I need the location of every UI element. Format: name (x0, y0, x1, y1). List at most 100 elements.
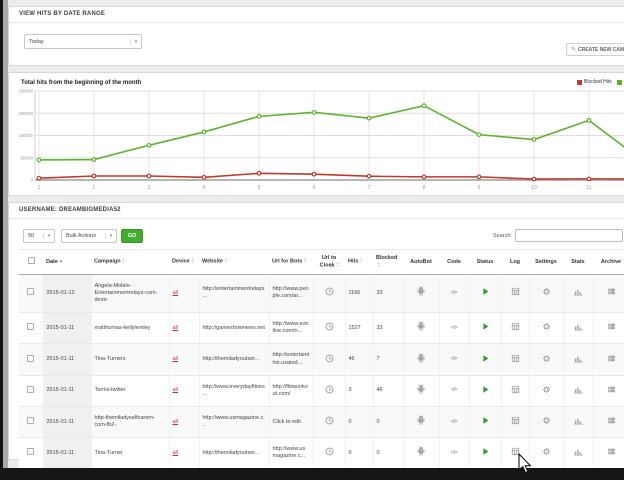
archive-icon[interactable] (607, 385, 616, 394)
cell-status (469, 437, 502, 470)
column-label: Url for Bots (272, 258, 303, 265)
row-checkbox[interactable] (27, 385, 35, 393)
col-header-url-to-cloak[interactable]: Url to Cloak ▴ ▾ (313, 249, 345, 275)
code-icon[interactable]: </> (450, 324, 458, 331)
archive-icon[interactable] (607, 416, 616, 425)
col-header-website[interactable]: Website ▴ ▾ (199, 249, 269, 275)
clock-icon[interactable] (325, 447, 334, 456)
android-icon[interactable] (416, 286, 426, 297)
sort-icon: ▴ ▾ (225, 257, 227, 265)
stats-icon[interactable] (573, 287, 584, 296)
code-icon[interactable]: </> (450, 289, 458, 296)
android-icon[interactable] (416, 352, 426, 364)
bulk-actions-select[interactable]: Bulk Actions ▾ (61, 229, 117, 243)
left-scrollbar[interactable] (3, 0, 8, 480)
column-label: Campaign (94, 258, 121, 265)
log-icon[interactable] (511, 385, 520, 394)
row-checkbox[interactable] (27, 417, 35, 425)
stats-icon[interactable] (573, 416, 584, 425)
device-link[interactable]: all (172, 289, 179, 296)
stats-icon[interactable] (573, 322, 584, 331)
stats-icon[interactable] (573, 354, 584, 363)
gear-icon[interactable] (542, 322, 551, 331)
stats-icon[interactable] (573, 447, 584, 456)
play-icon[interactable] (481, 416, 490, 425)
archive-icon[interactable] (607, 322, 616, 331)
device-link[interactable]: all (172, 324, 179, 331)
play-icon[interactable] (481, 385, 490, 394)
row-checkbox[interactable] (27, 354, 35, 362)
cell-settings (529, 406, 564, 439)
col-header-stats: Stats (563, 249, 593, 275)
cell-hits: 3 (345, 375, 374, 408)
col-header-url-for-bots[interactable]: Url for Bots ▴ ▾ (269, 249, 313, 275)
archive-icon[interactable] (607, 354, 616, 363)
archive-icon[interactable] (607, 287, 616, 296)
log-icon[interactable] (511, 354, 520, 363)
row-checkbox[interactable] (27, 448, 35, 456)
gear-icon[interactable] (542, 447, 551, 456)
cell-blocked: 7 (373, 343, 404, 376)
search-input[interactable] (515, 229, 623, 242)
svg-text:8: 8 (423, 185, 426, 191)
code-icon[interactable]: </> (450, 449, 458, 456)
row-checkbox[interactable] (27, 288, 35, 296)
mouse-cursor (518, 453, 532, 474)
cell-checkbox (19, 312, 44, 345)
row-checkbox[interactable] (27, 323, 35, 331)
device-link[interactable]: all (172, 449, 179, 456)
clock-icon[interactable] (325, 354, 334, 363)
date-range-select[interactable]: Today ▾ (24, 34, 142, 49)
play-icon[interactable] (481, 447, 490, 456)
code-icon[interactable]: </> (450, 418, 458, 425)
device-link[interactable]: all (172, 418, 179, 425)
android-icon[interactable] (416, 383, 426, 395)
log-icon[interactable] (511, 322, 520, 331)
play-icon[interactable] (481, 354, 490, 363)
device-link[interactable]: all (172, 356, 179, 363)
log-icon[interactable] (511, 287, 520, 296)
clock-icon[interactable] (325, 287, 334, 296)
select-all-checkbox[interactable] (27, 257, 35, 265)
android-icon[interactable] (416, 321, 426, 332)
gear-icon[interactable] (542, 385, 551, 394)
col-header-hits[interactable]: Hits ▴ ▾ (345, 249, 373, 275)
col-header-device[interactable]: Device ▴ ▾ (169, 249, 199, 275)
gear-icon[interactable] (542, 354, 551, 363)
android-icon[interactable] (416, 446, 426, 457)
cell-date: 2015-01-11 (43, 375, 92, 408)
log-icon[interactable] (511, 447, 520, 456)
col-header-date[interactable]: Date ▴ (43, 249, 91, 275)
device-link[interactable]: all (172, 387, 179, 394)
gear-icon[interactable] (542, 416, 551, 425)
table-row: 2015-01-11 matthomas-kellylemley all http:/… (19, 312, 624, 345)
play-icon[interactable] (481, 322, 490, 331)
clock-icon[interactable] (325, 385, 334, 394)
clock-icon[interactable] (325, 416, 334, 425)
play-icon[interactable] (481, 287, 490, 296)
svg-text:10: 10 (531, 185, 537, 191)
page-size-select[interactable]: 50 ▾ (23, 229, 55, 243)
col-header-blocked[interactable]: Blocked▴ ▾ (373, 249, 403, 275)
cell-archive (593, 437, 624, 470)
column-label: Url to Cloak (319, 255, 337, 269)
cell-archive (593, 375, 624, 408)
android-icon[interactable] (416, 415, 426, 426)
cell-code: </> (439, 274, 470, 314)
go-button[interactable]: GO (121, 229, 143, 243)
gear-icon[interactable] (542, 287, 551, 296)
log-icon[interactable] (511, 416, 520, 425)
cell-code: </> (439, 343, 470, 376)
cell-status (469, 375, 502, 408)
col-header-campaign[interactable]: Campaign ▴ ▾ (91, 249, 169, 275)
column-label: Code (447, 258, 461, 265)
create-new-campaign-button[interactable]: ✎ CREATE NEW CAMPAIGN (566, 43, 624, 56)
svg-text:200000: 200000 (19, 89, 33, 94)
clock-icon[interactable] (325, 322, 334, 331)
cell-blocked: 0 (373, 406, 404, 439)
code-icon[interactable]: </> (450, 387, 458, 394)
svg-text:2: 2 (93, 185, 96, 191)
archive-icon[interactable] (607, 447, 616, 456)
stats-icon[interactable] (573, 385, 584, 394)
code-icon[interactable]: </> (450, 356, 458, 363)
